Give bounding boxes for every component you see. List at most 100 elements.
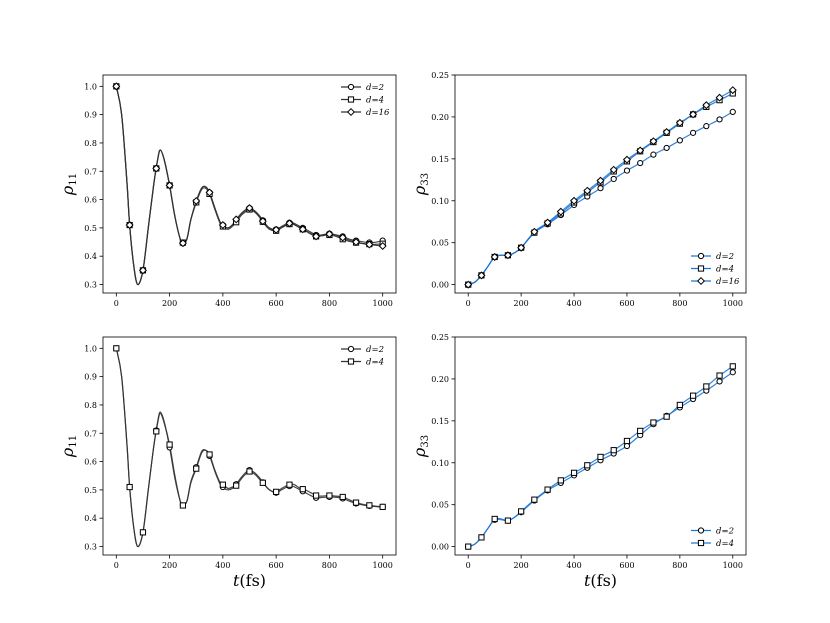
data-point-1-18 bbox=[352, 499, 360, 506]
data-point-1-8 bbox=[219, 481, 226, 488]
y-tick-label: 0.4 bbox=[84, 252, 97, 261]
data-point-2-1 bbox=[125, 221, 134, 230]
data-point-1-11 bbox=[259, 479, 266, 486]
series-line-0 bbox=[115, 348, 383, 548]
panel-bottom-right: 0 200 400 600 800 1000 0.00 0.05 0.10 0.15 0.20 0.2… bbox=[410, 333, 747, 590]
y-tick-label: 0.25 bbox=[431, 333, 449, 342]
data-point-2-18 bbox=[702, 101, 711, 110]
panel-top-right: 0 200 400 600 800 1000 0.00 0.05 0.10 0.15 0.20 0.2… bbox=[410, 71, 747, 308]
legend-label-0: d=2 bbox=[366, 345, 384, 355]
series-line-2 bbox=[115, 86, 383, 286]
data-point-1-5 bbox=[531, 496, 538, 503]
data-point-2-2 bbox=[490, 252, 499, 261]
data-point-1-1 bbox=[478, 534, 485, 541]
y-tick-label: 0.6 bbox=[84, 196, 97, 205]
series-line-0 bbox=[115, 86, 383, 286]
x-tick-label: 800 bbox=[322, 299, 337, 308]
y-tick-label: 0.5 bbox=[84, 224, 97, 233]
data-point-1-10 bbox=[597, 453, 604, 460]
data-point-1-0 bbox=[113, 345, 120, 352]
x-tick-label: 200 bbox=[162, 561, 177, 570]
data-point-2-4 bbox=[517, 243, 526, 252]
y-axis-label: ρ33 bbox=[410, 435, 431, 458]
x-tick-label: 1000 bbox=[723, 561, 743, 570]
data-point-1-17 bbox=[339, 493, 346, 501]
axes-frame bbox=[102, 336, 397, 556]
data-point-2-0 bbox=[112, 82, 121, 91]
legend-marker-0 bbox=[347, 345, 355, 353]
data-point-2-12 bbox=[622, 155, 631, 164]
x-tick-label: 800 bbox=[322, 561, 337, 570]
data-point-1-14 bbox=[650, 419, 657, 426]
legend-marker-0 bbox=[347, 83, 355, 91]
data-point-2-13 bbox=[636, 146, 645, 155]
data-point-0-11 bbox=[610, 175, 617, 183]
legend-marker-1 bbox=[697, 265, 705, 272]
data-point-1-18 bbox=[703, 383, 710, 390]
data-point-2-15 bbox=[662, 128, 671, 137]
data-point-0-19 bbox=[716, 116, 723, 123]
legend-label-0: d=2 bbox=[366, 83, 384, 93]
data-point-0-20 bbox=[729, 108, 736, 115]
data-point-2-20 bbox=[378, 241, 387, 251]
panel-top-left: 0 200 400 600 800 1000 0.3 0.4 0.5 0.6 0.7 0.8 0.9 1.… bbox=[58, 74, 397, 308]
series-line-1 bbox=[115, 348, 383, 548]
data-point-0-10 bbox=[597, 185, 604, 192]
legend-marker-2 bbox=[346, 107, 356, 117]
data-point-1-9 bbox=[584, 462, 591, 469]
axes-frame bbox=[102, 74, 397, 294]
x-axis-label: t(fs) bbox=[233, 571, 266, 590]
y-tick-label: 1.0 bbox=[84, 82, 97, 91]
data-point-2-11 bbox=[258, 217, 267, 226]
data-point-2-16 bbox=[675, 118, 684, 127]
axes-frame bbox=[454, 336, 747, 556]
data-point-1-3 bbox=[504, 517, 512, 524]
data-point-2-14 bbox=[649, 137, 658, 146]
y-tick-label: 0.00 bbox=[431, 281, 449, 290]
data-point-0-18 bbox=[703, 123, 710, 130]
legend-label-0: d=2 bbox=[716, 252, 734, 262]
y-tick-label: 0.10 bbox=[431, 197, 449, 206]
y-axis-label: ρ11 bbox=[58, 173, 79, 196]
y-tick-label: 0.25 bbox=[431, 71, 449, 80]
y-tick-label: 0.7 bbox=[84, 167, 97, 176]
data-point-2-7 bbox=[205, 188, 214, 197]
data-point-2-20 bbox=[728, 86, 737, 95]
data-point-2-8 bbox=[218, 221, 227, 230]
x-tick-label: 800 bbox=[672, 299, 687, 308]
data-point-1-2 bbox=[139, 529, 147, 536]
data-point-1-19 bbox=[716, 372, 723, 379]
x-tick-label: 200 bbox=[513, 299, 528, 308]
data-point-0-13 bbox=[637, 159, 644, 167]
data-point-1-4 bbox=[166, 441, 173, 448]
legend-label-0: d=2 bbox=[716, 527, 734, 537]
data-point-2-5 bbox=[178, 239, 187, 248]
data-point-2-4 bbox=[165, 181, 174, 190]
data-point-1-9 bbox=[233, 482, 240, 489]
y-tick-label: 0.8 bbox=[84, 139, 97, 148]
y-tick-label: 0.7 bbox=[84, 429, 97, 438]
data-point-2-3 bbox=[152, 164, 161, 173]
data-point-1-6 bbox=[544, 486, 551, 493]
legend-marker-1 bbox=[347, 358, 355, 365]
x-axis-label: t(fs) bbox=[584, 571, 617, 590]
x-tick-label: 0 bbox=[466, 561, 471, 570]
x-tick-label: 0 bbox=[114, 561, 119, 570]
legend-marker-0 bbox=[697, 527, 705, 534]
y-tick-label: 0.15 bbox=[431, 417, 449, 426]
data-point-1-8 bbox=[570, 469, 578, 476]
series-line-1 bbox=[115, 86, 383, 286]
data-point-2-11 bbox=[609, 165, 618, 174]
data-point-1-14 bbox=[299, 486, 306, 493]
data-point-1-16 bbox=[326, 492, 333, 499]
y-tick-label: 0.4 bbox=[84, 514, 97, 523]
data-point-0-12 bbox=[623, 167, 631, 174]
legend-marker-0 bbox=[697, 252, 705, 260]
data-point-1-2 bbox=[491, 515, 498, 523]
y-tick-label: 0.5 bbox=[84, 486, 97, 495]
data-point-1-7 bbox=[206, 451, 213, 458]
legend-label-1: d=4 bbox=[366, 358, 384, 368]
y-tick-label: 0.20 bbox=[431, 113, 449, 122]
data-point-2-6 bbox=[543, 218, 552, 227]
data-point-1-3 bbox=[153, 428, 160, 435]
